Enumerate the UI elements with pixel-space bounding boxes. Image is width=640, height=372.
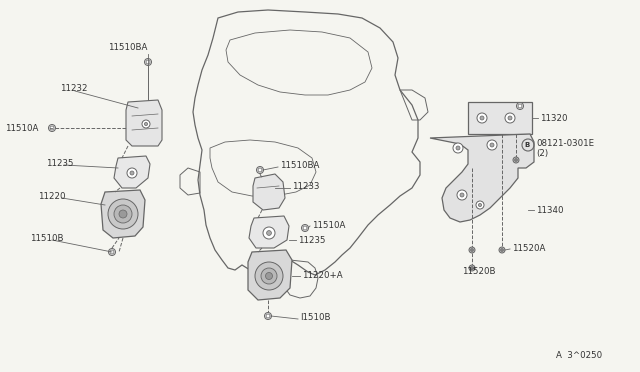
Text: 11340: 11340 <box>536 205 563 215</box>
Text: 11220+A: 11220+A <box>302 270 342 279</box>
Circle shape <box>508 116 512 120</box>
Circle shape <box>479 203 482 206</box>
Circle shape <box>470 267 474 269</box>
Circle shape <box>500 248 503 251</box>
Circle shape <box>119 210 127 218</box>
Circle shape <box>50 126 54 130</box>
Circle shape <box>480 116 484 120</box>
Circle shape <box>457 190 467 200</box>
Circle shape <box>114 205 132 223</box>
Circle shape <box>456 146 460 150</box>
Circle shape <box>476 201 484 209</box>
Polygon shape <box>248 250 292 300</box>
Circle shape <box>108 199 138 229</box>
Circle shape <box>146 60 150 64</box>
Circle shape <box>515 158 517 161</box>
Circle shape <box>142 120 150 128</box>
Circle shape <box>303 226 307 230</box>
Polygon shape <box>114 156 150 188</box>
Circle shape <box>469 265 475 271</box>
Circle shape <box>258 168 262 172</box>
Circle shape <box>267 231 271 235</box>
Polygon shape <box>430 134 534 222</box>
Polygon shape <box>126 100 162 146</box>
Text: 11520B: 11520B <box>462 267 495 276</box>
Circle shape <box>513 157 519 163</box>
Text: (2): (2) <box>536 148 548 157</box>
Polygon shape <box>253 174 285 210</box>
Circle shape <box>266 314 270 318</box>
Circle shape <box>110 250 114 254</box>
Text: 11320: 11320 <box>540 113 568 122</box>
Text: 11510BA: 11510BA <box>108 42 147 51</box>
Text: B: B <box>524 142 530 148</box>
Polygon shape <box>249 216 289 248</box>
Text: 11510B: 11510B <box>30 234 63 243</box>
Polygon shape <box>101 190 145 238</box>
Circle shape <box>487 140 497 150</box>
Circle shape <box>505 113 515 123</box>
Text: 11510A: 11510A <box>5 124 38 132</box>
Circle shape <box>453 143 463 153</box>
Text: 11233: 11233 <box>292 182 319 190</box>
Circle shape <box>469 247 475 253</box>
Circle shape <box>499 247 505 253</box>
Circle shape <box>109 248 115 256</box>
Circle shape <box>301 224 308 231</box>
Text: 11235: 11235 <box>46 158 74 167</box>
Text: 08121-0301E: 08121-0301E <box>536 138 594 148</box>
Circle shape <box>477 113 487 123</box>
Circle shape <box>130 171 134 175</box>
Circle shape <box>490 143 494 147</box>
Circle shape <box>518 104 522 108</box>
Circle shape <box>127 168 137 178</box>
Text: A  3^0250: A 3^0250 <box>556 350 602 359</box>
FancyBboxPatch shape <box>468 102 532 134</box>
Circle shape <box>266 273 273 279</box>
Circle shape <box>264 312 271 320</box>
Circle shape <box>470 248 474 251</box>
Text: 11510BA: 11510BA <box>280 160 319 170</box>
Text: 11510A: 11510A <box>312 221 346 230</box>
Circle shape <box>516 103 524 109</box>
Circle shape <box>49 125 56 131</box>
Text: 11235: 11235 <box>298 235 326 244</box>
Circle shape <box>263 227 275 239</box>
Circle shape <box>460 193 464 197</box>
Text: I1510B: I1510B <box>300 314 330 323</box>
Circle shape <box>145 58 152 65</box>
Circle shape <box>257 167 264 173</box>
Text: 11232: 11232 <box>60 83 88 93</box>
Circle shape <box>145 122 148 126</box>
Circle shape <box>255 262 283 290</box>
Text: 11220: 11220 <box>38 192 65 201</box>
Circle shape <box>261 268 277 284</box>
Text: 11520A: 11520A <box>512 244 545 253</box>
